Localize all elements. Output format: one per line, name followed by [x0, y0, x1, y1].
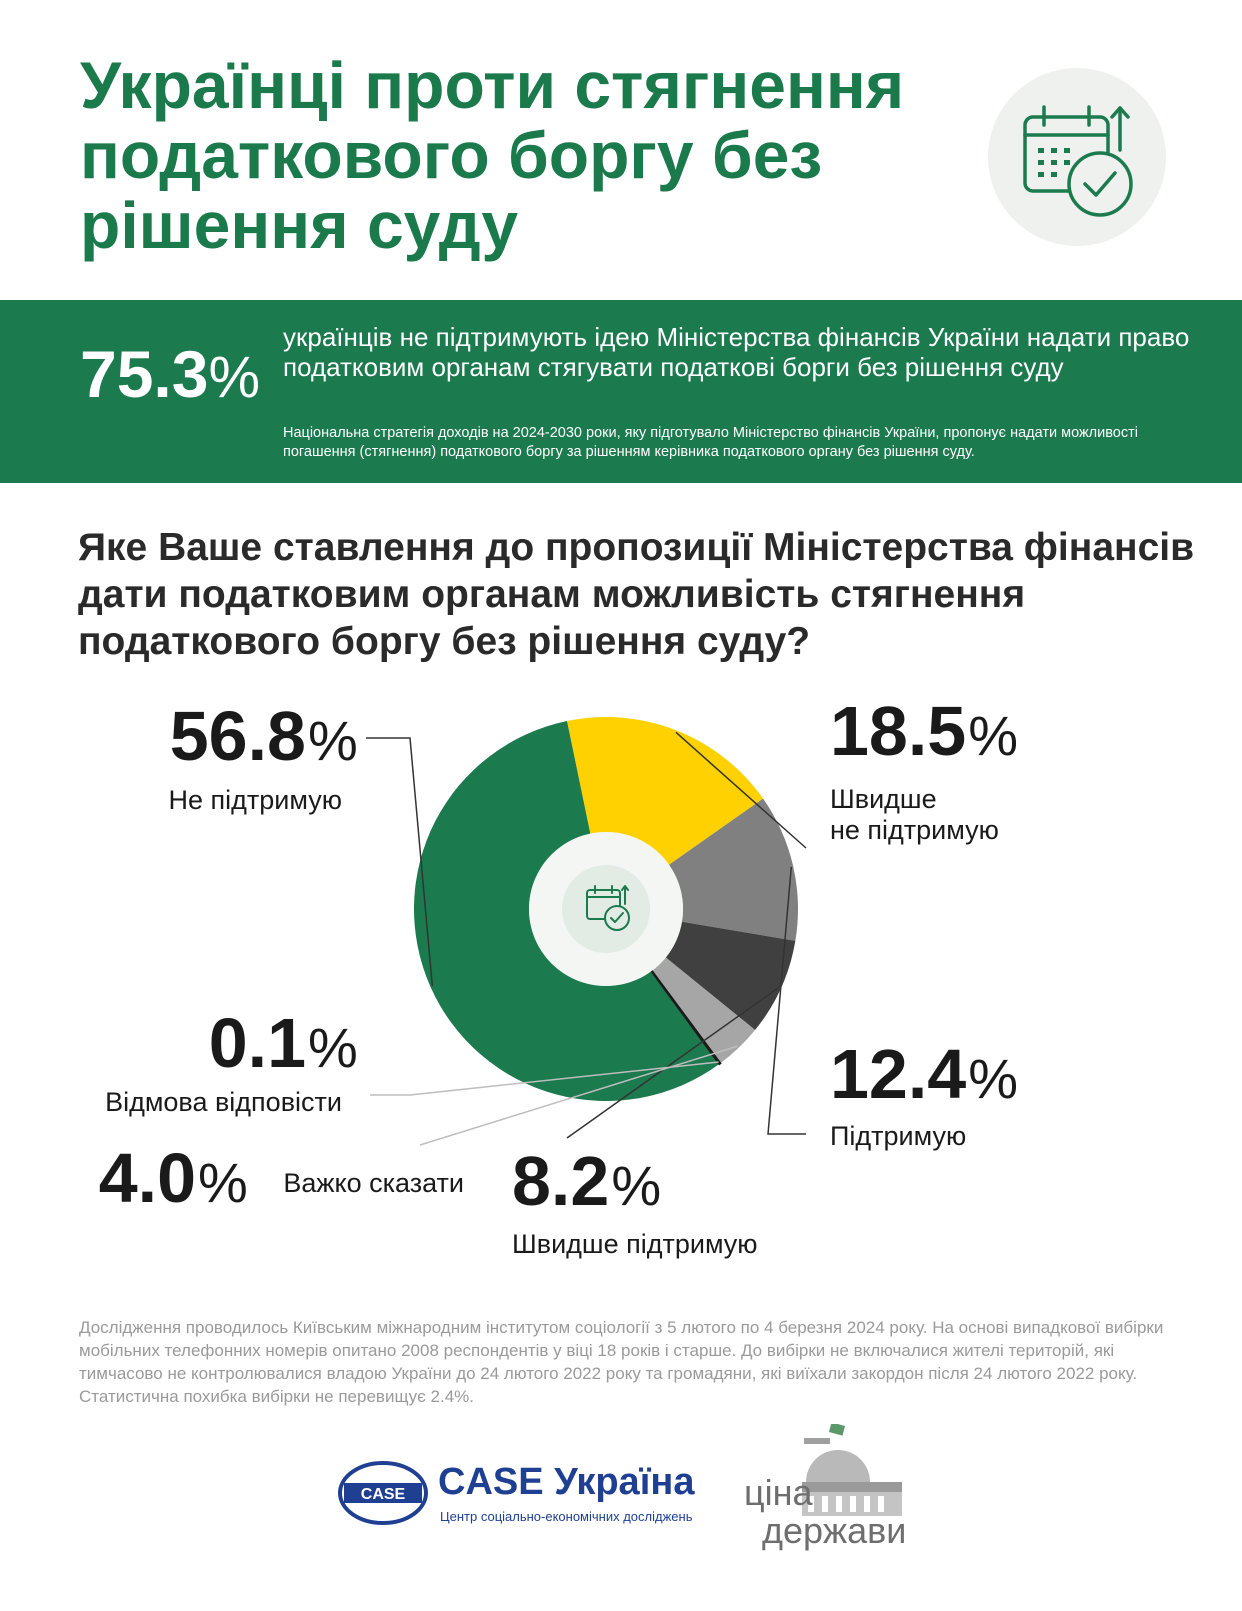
- data-label-value: 8.2: [512, 1142, 609, 1220]
- data-label-unit: %: [198, 1151, 248, 1214]
- cina-derzhavy-logo: ціна держави: [744, 1424, 914, 1554]
- leader-line-важко-сказати: [419, 1045, 738, 1146]
- data-label-підтримую: 12.4 %Підтримую: [830, 1035, 1018, 1151]
- leader-line-швидше-підтримую: [566, 986, 780, 1139]
- category-label: Не підтримую: [169, 785, 342, 815]
- pie-slice-не-підтримую: [414, 720, 720, 1101]
- headline-stat-value: 75.3: [80, 337, 209, 411]
- leader-line-підтримую: [767, 866, 806, 1135]
- category-label: Швидше: [830, 784, 937, 814]
- calendar-check-icon: [988, 68, 1166, 246]
- parliament-building-icon: [802, 1424, 902, 1516]
- data-label-не-підтримую: 56.8 % Не підтримую: [169, 697, 358, 815]
- data-label-value: 12.4: [830, 1035, 966, 1113]
- data-label-швидше-підтримую: 8.2 % Швидше підтримую: [512, 1142, 758, 1259]
- headline-stat: 75.3%: [80, 334, 260, 418]
- case-logo-subtitle: Центр соціально-економічних досліджень: [440, 1509, 693, 1524]
- category-label: Підтримую: [830, 1121, 966, 1151]
- header-calendar-icon-circle: [988, 68, 1166, 246]
- pie-slice-швидше-не-підтримую: [567, 717, 764, 865]
- data-label-unit: %: [968, 704, 1018, 767]
- leader-line-відмова-відповісти: [370, 1061, 719, 1096]
- center-calendar-check-icon: [562, 865, 650, 953]
- data-label-unit: %: [611, 1154, 661, 1217]
- case-logo-badge-text: CASE: [361, 1486, 406, 1503]
- pie-slice-важко-сказати: [651, 957, 756, 1064]
- data-label-value: 4.0: [99, 1139, 196, 1217]
- data-label-value: 0.1: [209, 1004, 306, 1082]
- data-label-value: 56.8: [170, 697, 306, 775]
- methodology-footnote: Дослідження проводилось Київським міжнар…: [79, 1318, 1164, 1406]
- headline-stat-text: українців не підтримують ідею Міністерст…: [283, 322, 1190, 382]
- pie-slice-підтримую: [668, 798, 798, 941]
- summary-banner: 75.3% українців не підтримують ідею Міні…: [0, 300, 1242, 483]
- data-label-unit: %: [308, 1016, 358, 1079]
- leader-line-швидше-не-підтримую: [675, 731, 807, 849]
- category-label: не підтримую: [830, 815, 999, 845]
- pie-slice-швидше-підтримую: [665, 921, 796, 1030]
- case-logo-name: CASE Україна: [438, 1461, 695, 1503]
- page-title: Українці проти стягнення податкового бор…: [80, 48, 905, 262]
- data-label-unit: %: [308, 709, 358, 772]
- banner-note: Національна стратегія доходів на 2024-20…: [283, 425, 1138, 460]
- data-label-unit: %: [968, 1047, 1018, 1110]
- headline-stat-unit: %: [208, 345, 261, 410]
- cina-logo-word-2: держави: [762, 1510, 907, 1551]
- data-label-value: 18.5: [830, 692, 966, 770]
- category-label: Швидше підтримую: [512, 1229, 758, 1259]
- category-label: Важко сказати: [283, 1168, 464, 1198]
- survey-question: Яке Ваше ставлення до пропозиції Міністе…: [78, 526, 1195, 663]
- data-label-важко-сказати: 4.0% Важко сказати: [99, 1139, 464, 1217]
- cina-logo-word-1: ціна: [744, 1472, 813, 1513]
- leader-line-не-підтримую: [366, 737, 434, 987]
- category-label: Відмова відповісти: [105, 1087, 342, 1117]
- data-label-відмова-відповісти: 0.1 % Відмова відповісти: [105, 1004, 358, 1117]
- case-logo-mark: CASE: [338, 1461, 428, 1525]
- case-ukraine-logo: CASE CASE Україна Центр соціально-економ…: [338, 1455, 694, 1535]
